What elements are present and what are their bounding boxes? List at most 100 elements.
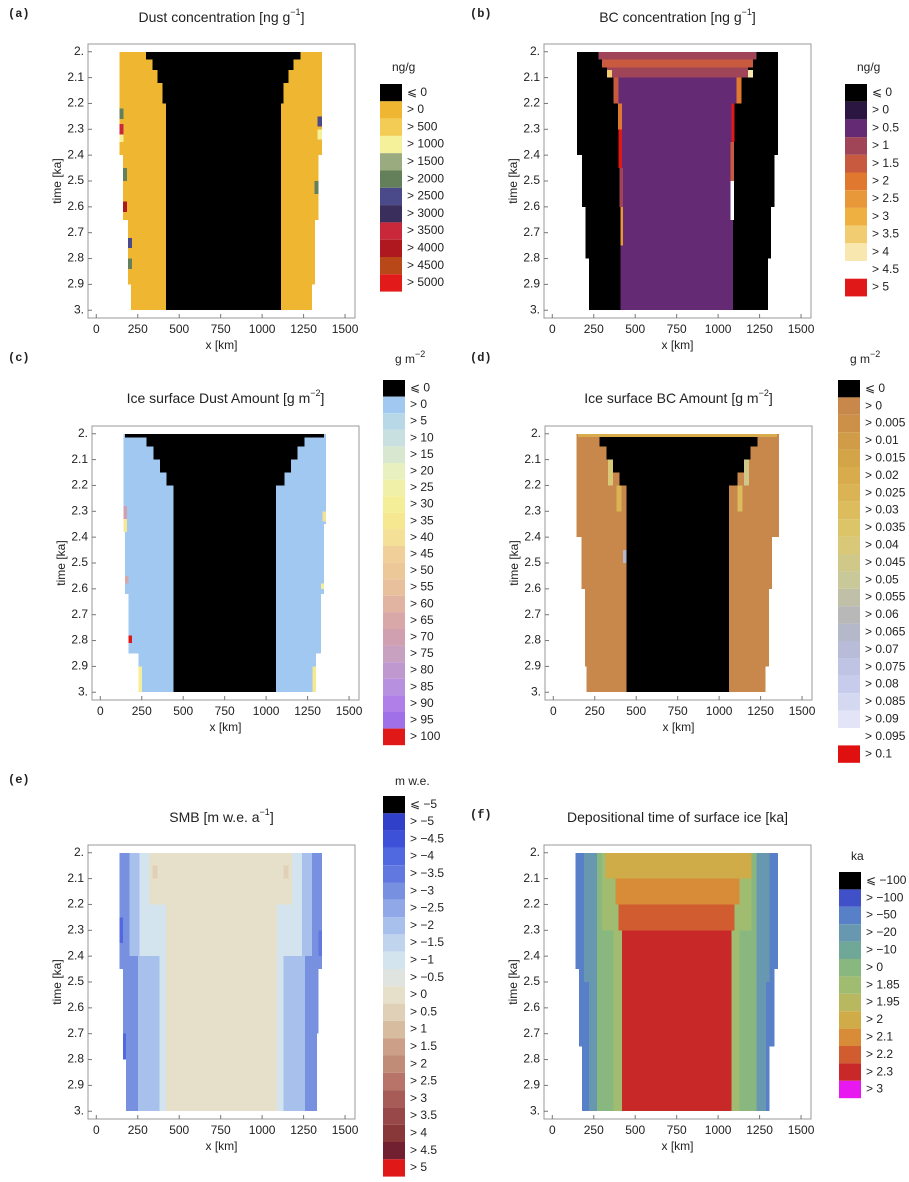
y-axis-label: time [ka] [506,959,520,1004]
legend-label: > 2.5 [872,191,899,205]
legend-label: > 0.085 [865,694,906,708]
y-tick-label: 2.9 [523,1078,540,1092]
legend-label: > 2.2 [866,1047,893,1061]
x-tick-label: 1000 [706,704,733,718]
x-tick-label: 500 [169,1123,189,1137]
panel-title: BC concentration [ng g−1] [599,7,756,24]
x-tick-label: 250 [128,322,148,336]
legend-label: > 1.95 [866,995,900,1009]
y-axis-label: time [ka] [50,158,64,203]
y-tick-label: 2.7 [67,1026,84,1040]
title-superscript: −1 [742,7,752,17]
x-tick-label: 1250 [290,322,317,336]
heat-cell [138,666,142,693]
y-tick-label: 2. [74,845,84,859]
y-tick-label: 2.3 [67,922,84,936]
legend-swatch [383,446,405,463]
y-tick-label: 2. [530,44,540,58]
legend-swatch [383,830,405,848]
heat-cell [747,69,753,78]
x-axis-label: x [km] [206,338,238,352]
legend-swatch [383,429,405,447]
heat-cell [607,69,612,78]
legend-label: ⩽ 0 [410,380,430,394]
legend-label: > 0.055 [865,590,906,604]
heat-cell [152,59,294,70]
legend-label: > 2.1 [866,1029,893,1043]
y-tick-label: 2.9 [67,277,84,291]
legend-swatch [383,463,405,480]
legend-swatch [380,222,402,240]
heat-cell [615,77,739,104]
x-tick-label: 1250 [747,704,774,718]
legend-label: > 500 [407,119,438,133]
y-tick-label: 2.6 [523,199,540,213]
x-tick-label: 0 [93,322,100,336]
legend-swatch [839,1046,861,1064]
legend-swatch [839,941,861,959]
y-tick-label: 2.2 [523,897,540,911]
x-tick-label: 1250 [290,1123,317,1137]
legend-label: > 70 [410,629,434,643]
heat-cell [626,485,730,693]
legend-swatch [845,190,867,208]
y-tick-label: 2.2 [71,478,88,492]
y-tick-label: 2.4 [67,147,84,161]
legend-label: > 65 [410,613,434,627]
legend-swatch [839,1011,861,1029]
legend-swatch [838,693,860,711]
x-tick-label: 250 [128,1123,148,1137]
legend-label: > 4 [410,1126,427,1140]
legend-label: > 0.5 [410,1004,437,1018]
legend-label: > 20 [410,463,434,477]
legend-title: ka [851,849,864,863]
y-tick-label: 2.8 [523,1052,540,1066]
y-tick-label: 2.2 [67,96,84,110]
legend-swatch [383,813,405,831]
legend-label: > −4 [410,849,434,863]
legend-swatch [839,1028,861,1046]
heat-cell [119,917,123,944]
panel-title: Depositional time of surface ice [ka] [567,809,788,825]
legend-swatch [383,695,405,712]
legend-label: > 0.01 [865,433,899,447]
legend-swatch [383,1055,405,1073]
x-axis-label: x [km] [206,1139,238,1153]
legend-swatch [380,118,402,136]
x-tick-label: 1000 [249,1123,276,1137]
legend-swatch [380,101,402,119]
legend-swatch [845,278,867,297]
legend-title: m w.e. [395,774,430,788]
y-tick-label: 2.5 [71,555,88,569]
x-tick-label: 750 [215,704,235,718]
heat-cell [122,168,127,181]
y-tick-label: 2.3 [524,503,541,517]
x-axis-label: x [km] [662,338,694,352]
x-tick-label: 250 [584,322,604,336]
legend-label: > 0.005 [865,416,906,430]
legend-swatch [845,261,867,279]
legend-swatch [838,536,860,554]
y-tick-label: 2.2 [524,478,541,492]
legend-swatch [383,865,405,883]
legend-swatch [380,187,402,206]
legend-title: ng/g [857,60,880,74]
legend-label: ⩽ −5 [410,797,437,811]
legend-label: > 60 [410,596,434,610]
heat-cell [599,436,758,447]
legend-swatch [383,1090,405,1108]
legend-label: > 0.065 [865,624,906,638]
heat-cell [615,878,740,905]
x-tick-label: 1500 [332,322,359,336]
title-text: Dust concentration [ng g [139,9,291,25]
y-tick-label: 2. [530,845,540,859]
y-tick-label: 2.1 [67,70,84,84]
legend-swatch [839,1080,861,1099]
heat-cell [119,124,124,135]
title-end: ] [270,809,274,825]
heat-cell [606,446,751,460]
x-tick-label: 1250 [294,704,321,718]
legend-label: > 90 [410,696,434,710]
panel-label: (c) [8,351,30,365]
x-tick-label: 1000 [253,704,280,718]
